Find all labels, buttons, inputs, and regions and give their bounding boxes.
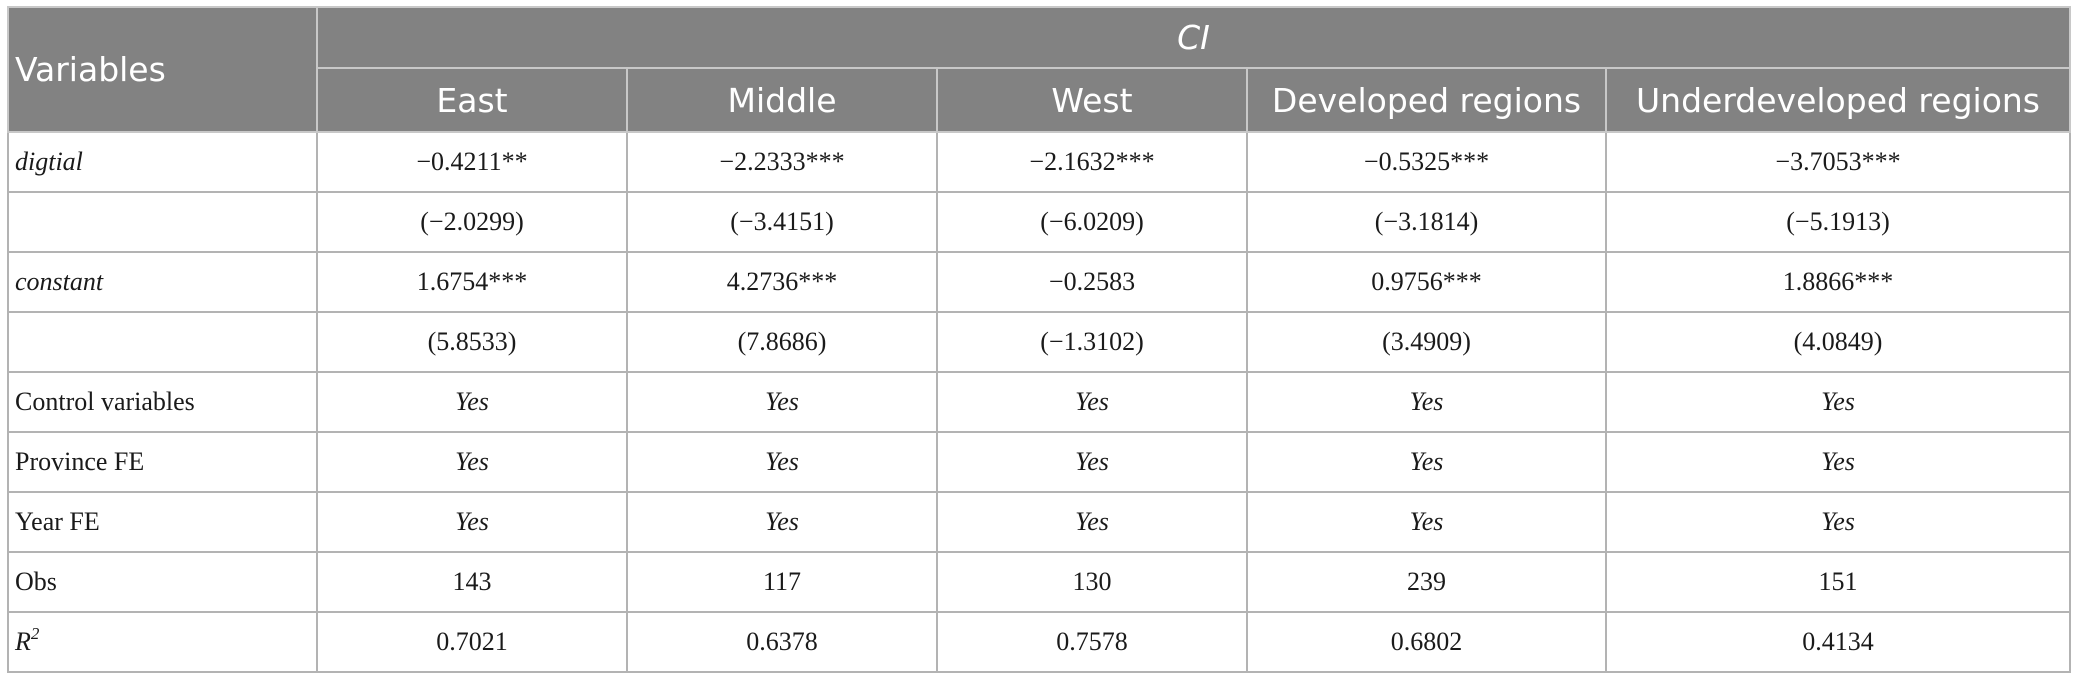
table-cell: Yes: [626, 431, 938, 493]
table-cell: (4.0849): [1604, 311, 2072, 373]
table-cell: 0.7578: [936, 611, 1248, 673]
row-label: constant: [7, 251, 318, 313]
table-cell: 151: [1604, 551, 2072, 613]
table-row: Year FE Yes Yes Yes Yes Yes: [7, 491, 2072, 553]
table-row: (−2.0299) (−3.4151) (−6.0209) (−3.1814) (−5.…: [7, 191, 2072, 253]
column-header-middle: Middle: [626, 67, 938, 133]
table-cell: (−5.1913): [1604, 191, 2072, 253]
table-cell: Yes: [1246, 491, 1607, 553]
row-label: R2: [7, 611, 318, 673]
ci-group-header: CI: [315, 6, 2072, 69]
table-body: digtial −0.4211** −2.2333*** −2.1632*** −0.5…: [7, 131, 2072, 673]
table-cell: 0.6378: [626, 611, 938, 673]
column-header-east: East: [316, 67, 628, 133]
r2-label-superscript: 2: [30, 624, 40, 643]
table-cell: Yes: [1246, 431, 1607, 493]
table-cell: Yes: [1246, 371, 1607, 433]
table-cell: Yes: [936, 371, 1248, 433]
table-cell: (−2.0299): [316, 191, 628, 253]
table-cell: Yes: [316, 431, 628, 493]
row-label: Obs: [7, 551, 318, 613]
table-cell: −0.5325***: [1246, 131, 1607, 193]
r2-label-base: R: [15, 627, 31, 656]
table-cell: Yes: [1604, 371, 2072, 433]
table-row: Province FE Yes Yes Yes Yes Yes: [7, 431, 2072, 493]
table-cell: −2.1632***: [936, 131, 1248, 193]
table-row: (5.8533) (7.8686) (−1.3102) (3.4909) (4.0849…: [7, 311, 2072, 373]
table-cell: 143: [316, 551, 628, 613]
table-cell: 1.8866***: [1604, 251, 2072, 313]
table-row: constant 1.6754*** 4.2736*** −0.2583 0.9756*…: [7, 251, 2072, 313]
table-row: Obs 143 117 130 239 151: [7, 551, 2072, 613]
table-cell: 117: [626, 551, 938, 613]
table-cell: (7.8686): [626, 311, 938, 373]
table-cell: Yes: [316, 491, 628, 553]
table-cell: (−3.4151): [626, 191, 938, 253]
table-cell: 0.4134: [1604, 611, 2072, 673]
table-cell: 130: [936, 551, 1248, 613]
table-cell: Yes: [626, 371, 938, 433]
row-label: [7, 191, 318, 253]
table-row: digtial −0.4211** −2.2333*** −2.1632*** −0.5…: [7, 131, 2072, 193]
table-cell: (−3.1814): [1246, 191, 1607, 253]
table-cell: (−1.3102): [936, 311, 1248, 373]
table-cell: Yes: [316, 371, 628, 433]
table-cell: (3.4909): [1246, 311, 1607, 373]
row-label: [7, 311, 318, 373]
table-cell: 4.2736***: [626, 251, 938, 313]
row-label: Province FE: [7, 431, 318, 493]
row-label: Control variables: [7, 371, 318, 433]
table-cell: 1.6754***: [316, 251, 628, 313]
column-header-developed: Developed regions: [1246, 67, 1607, 133]
row-label: digtial: [7, 131, 318, 193]
row-label: Year FE: [7, 491, 318, 553]
table-cell: Yes: [626, 491, 938, 553]
variables-header: Variables: [7, 6, 318, 133]
table-row: Control variables Yes Yes Yes Yes Yes: [7, 371, 2072, 433]
table-cell: (5.8533): [316, 311, 628, 373]
table-cell: 0.9756***: [1246, 251, 1607, 313]
column-header-west: West: [936, 67, 1248, 133]
table-cell: (−6.0209): [936, 191, 1248, 253]
table-cell: Yes: [936, 491, 1248, 553]
table-cell: 0.6802: [1246, 611, 1607, 673]
table-cell: −3.7053***: [1604, 131, 2072, 193]
table-cell: Yes: [936, 431, 1248, 493]
table-cell: −0.2583: [936, 251, 1248, 313]
table-cell: −0.4211**: [316, 131, 628, 193]
table-cell: Yes: [1604, 491, 2072, 553]
table-cell: Yes: [1604, 431, 2072, 493]
table-cell: 0.7021: [316, 611, 628, 673]
table-cell: 239: [1246, 551, 1607, 613]
table-cell: −2.2333***: [626, 131, 938, 193]
regression-results-table: Variables CI East Middle West Developed …: [7, 6, 2072, 673]
column-header-underdeveloped: Underdeveloped regions: [1604, 67, 2072, 133]
table-row-r2: R2 0.7021 0.6378 0.7578 0.6802 0.4134: [7, 611, 2072, 673]
